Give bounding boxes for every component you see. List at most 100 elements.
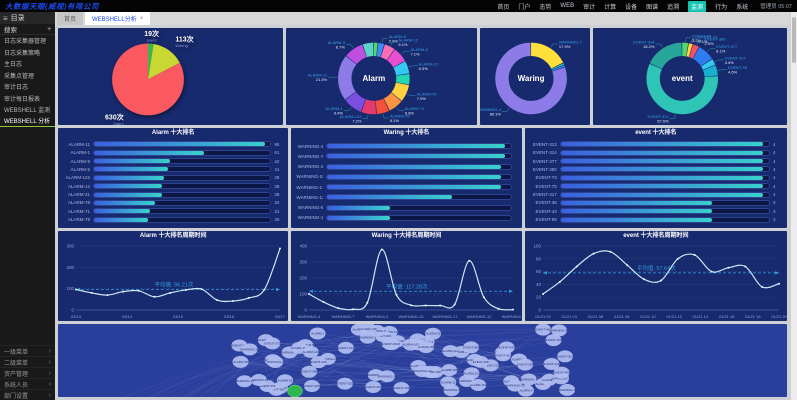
panel-title: Alarm 十大排名 — [151, 130, 195, 136]
bar-fill — [327, 195, 452, 200]
sidebar-bottom-item[interactable]: 一级菜单 › — [0, 345, 55, 356]
svg-text:40: 40 — [536, 282, 542, 287]
bar-value: 31 — [274, 208, 280, 214]
topnav-item[interactable]: 审计 — [583, 4, 596, 11]
topnav-item[interactable]: 监测 — [688, 0, 707, 12]
bar-row: WARNING-2 — [296, 163, 516, 170]
topnav-item[interactable]: 追溯 — [667, 4, 680, 11]
bar-row: WARNING-7 — [296, 153, 516, 160]
svg-text:WARNING-7: WARNING-7 — [332, 314, 356, 319]
sidebar-item[interactable]: 主日志 — [4, 62, 23, 69]
svg-text:2.9%: 2.9% — [388, 39, 398, 44]
bar-track — [559, 149, 770, 156]
svg-text:7.1%: 7.1% — [410, 51, 420, 56]
topnav-item[interactable]: 门户 — [518, 4, 531, 11]
panel-title: Waring 十大排名周期时间 — [371, 233, 442, 239]
scrollbar-thumb[interactable] — [792, 17, 796, 63]
bar-value: 4 — [773, 158, 776, 164]
bar-fill — [327, 215, 390, 220]
svg-text:8.1%: 8.1% — [716, 49, 726, 54]
svg-text:EVENT-320: EVENT-320 — [231, 344, 247, 348]
topnav-item[interactable]: 首页 — [497, 4, 510, 11]
bar-value: 38 — [274, 183, 280, 189]
bar-label: ALARM-9 — [70, 158, 90, 164]
sidebar-bottom-item[interactable]: 资产管理 › — [0, 367, 55, 378]
sidebar-item[interactable]: 日志采集器管理 — [4, 39, 47, 46]
tab-item[interactable]: 首页 — [57, 12, 84, 25]
svg-text:EVENT-38: EVENT-38 — [728, 65, 748, 70]
svg-text:EVENT-447: EVENT-447 — [499, 345, 515, 349]
top-bar: 大数据天眼(威视)有限公司 首页 门户 态势 WEB 审计 计算 设备 图谱 追溯 监测 行为 系统 … — [0, 0, 797, 12]
svg-text:ALARM-155: ALARM-155 — [441, 368, 458, 372]
bar-value: 34 — [274, 200, 280, 206]
topnav-item[interactable]: 系统 — [736, 4, 749, 11]
bar-label: WARNING-1 — [297, 215, 324, 221]
bar-track — [326, 143, 512, 150]
svg-text:17.9%: 17.9% — [558, 44, 570, 49]
tab-active[interactable]: WEBSHELL分析 × — [85, 12, 151, 25]
svg-text:EVENT-73: EVENT-73 — [699, 34, 719, 39]
svg-text:EVENT-377: EVENT-377 — [716, 44, 738, 49]
sidebar: ≡ 目录 搜索 + 日志采集器管理 日志采集策略 主日志 采集点管理 审计日志 审计每日报… — [0, 12, 55, 400]
plus-icon[interactable]: + — [47, 25, 51, 33]
svg-text:EVENT-468: EVENT-468 — [473, 360, 489, 364]
bar-fill — [94, 184, 163, 189]
bar-label: EVENT-98 — [535, 217, 557, 223]
bar-track — [93, 216, 272, 223]
svg-text:WARNING-22: WARNING-22 — [413, 369, 432, 373]
sidebar-item[interactable]: 审计每日报表 — [4, 96, 41, 103]
chevron-right-icon: › — [48, 347, 51, 355]
sidebar-bottom-item[interactable]: 系统人员 › — [0, 378, 55, 389]
svg-text:01/21 10: 01/21 10 — [640, 314, 656, 319]
svg-text:Alarm: Alarm — [362, 74, 385, 83]
svg-text:01/21 16: 01/21 16 — [718, 314, 734, 319]
bar-track — [326, 204, 512, 211]
bar-label: EVENT-73 — [535, 175, 557, 181]
sidebar-bottom-item[interactable]: 二级菜单 › — [0, 356, 55, 367]
event-bar-chart: EVENT-313 4 EVENT-314 4 EVENT-377 4 EVENT-380 4… — [525, 138, 787, 228]
sidebar-item[interactable]: 采集点管理 — [4, 73, 35, 80]
bar-label: ALARM-11 — [68, 141, 90, 147]
bar-row: ALARM-5 41 — [63, 166, 283, 173]
svg-text:ALARM-21: ALARM-21 — [418, 61, 438, 66]
svg-text:EVENT-350: EVENT-350 — [268, 388, 284, 392]
bar-value: 4 — [773, 150, 776, 156]
sidebar-bottom-item-label: 二级菜单 — [4, 360, 29, 367]
svg-text:EVENT-342: EVENT-342 — [338, 346, 354, 350]
svg-text:EVENT-420: EVENT-420 — [535, 328, 551, 332]
topnav-item[interactable]: 设备 — [625, 4, 638, 11]
sidebar-item[interactable]: WEBSHELL 分析 — [0, 116, 55, 127]
topnav-item[interactable]: 态势 — [539, 4, 552, 11]
sidebar-item[interactable]: 审计日志 — [4, 85, 29, 92]
topnav-item[interactable]: 计算 — [604, 4, 617, 11]
bar-track — [93, 149, 272, 156]
svg-text:80: 80 — [536, 256, 542, 261]
svg-text:ALARM-71: ALARM-71 — [404, 106, 424, 111]
svg-text:ALARM-24: ALARM-24 — [536, 382, 551, 386]
event-topten-panel: event 十大排名 EVENT-313 4 EVENT-314 4 EVENT-377… — [524, 128, 787, 228]
bar-value: 95 — [274, 141, 280, 147]
svg-text:WARNING-5: WARNING-5 — [502, 314, 521, 319]
svg-text:5.1%: 5.1% — [398, 42, 408, 47]
sidebar-item[interactable]: 日志采集策略 — [4, 50, 41, 57]
sidebar-search[interactable]: 搜索 + — [0, 24, 55, 35]
svg-text:EVENT-308: EVENT-308 — [375, 334, 391, 338]
sidebar-bottom-item[interactable]: 部门设置 › — [0, 389, 55, 400]
svg-text:ALARM-112: ALARM-112 — [442, 349, 458, 353]
bar-label: EVENT-313 — [532, 141, 557, 147]
svg-text:EVENT-325: EVENT-325 — [337, 382, 353, 386]
sidebar-item[interactable]: WEBSHELL 监测 — [4, 108, 51, 115]
svg-text:200: 200 — [66, 265, 74, 270]
vertical-scrollbar[interactable] — [790, 12, 797, 400]
svg-text:EVENT-385: EVENT-385 — [301, 370, 317, 374]
chevron-right-icon: › — [48, 380, 51, 388]
topnav-item[interactable]: WEB — [560, 3, 575, 9]
svg-text:ALARM-5: ALARM-5 — [352, 328, 365, 332]
svg-text:WARNING-33: WARNING-33 — [235, 379, 254, 383]
topnav-item[interactable]: 行为 — [715, 4, 728, 11]
topnav-item[interactable]: 图谱 — [646, 4, 659, 11]
hamburger-icon[interactable]: ≡ — [3, 13, 8, 23]
tab-close-icon[interactable]: × — [139, 15, 144, 22]
svg-text:ALARM-78: ALARM-78 — [416, 91, 436, 96]
svg-text:01/21 08: 01/21 08 — [614, 314, 630, 319]
